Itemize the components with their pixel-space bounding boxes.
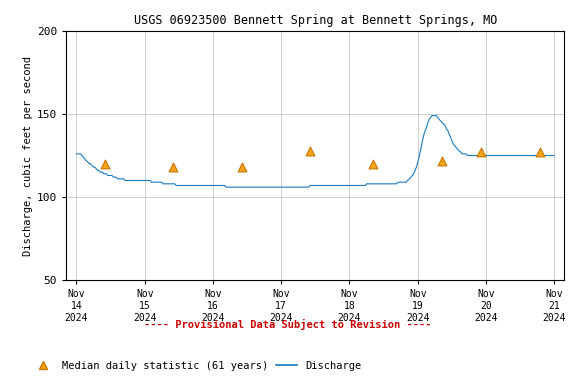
Point — [476, 149, 485, 155]
Y-axis label: Discharge, cubic feet per second: Discharge, cubic feet per second — [23, 56, 33, 255]
Point — [169, 164, 178, 170]
Point — [535, 149, 544, 155]
Point — [305, 147, 314, 154]
Point — [237, 164, 247, 170]
Legend: Median daily statistic (61 years), Discharge: Median daily statistic (61 years), Disch… — [28, 357, 366, 375]
Point — [437, 157, 446, 164]
Text: ---- Provisional Data Subject to Revision ----: ---- Provisional Data Subject to Revisio… — [144, 319, 432, 330]
Point — [101, 161, 110, 167]
Point — [369, 161, 378, 167]
Title: USGS 06923500 Bennett Spring at Bennett Springs, MO: USGS 06923500 Bennett Spring at Bennett … — [134, 14, 497, 27]
